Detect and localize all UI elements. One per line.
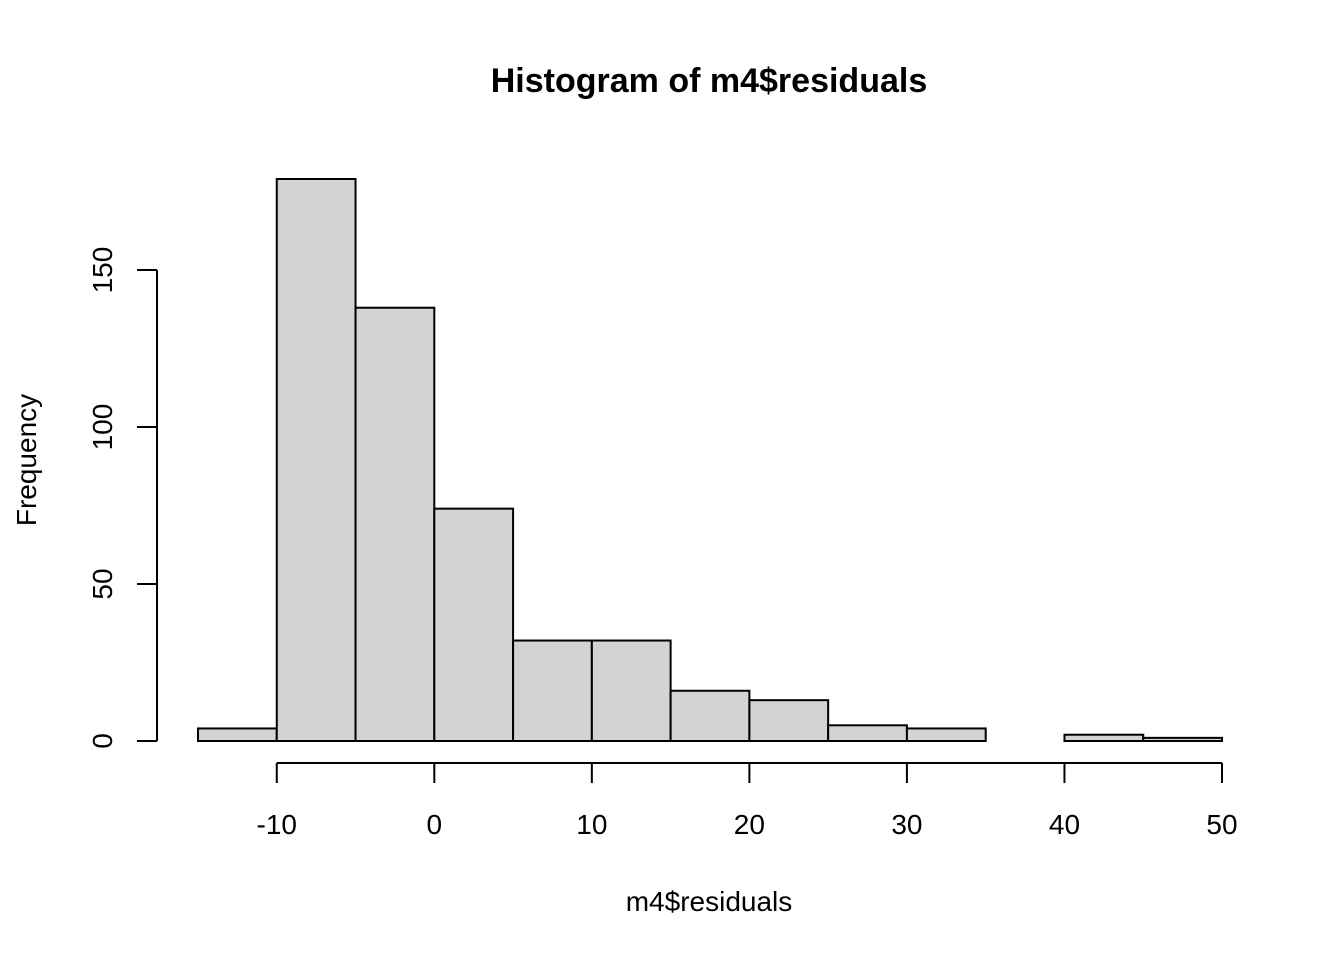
x-tick-label: 20 (734, 809, 765, 840)
histogram-bars (197, 178, 1223, 743)
y-axis: 0 50 100 150 (87, 247, 158, 749)
histogram-bar (354, 306, 436, 742)
histogram-bar (590, 639, 672, 742)
x-tick-label: 10 (576, 809, 607, 840)
x-tick-label: 30 (891, 809, 922, 840)
x-axis-label: m4$residuals (626, 886, 793, 917)
x-tick-label: -10 (257, 809, 297, 840)
x-tick-label: 40 (1049, 809, 1080, 840)
y-tick-label: 100 (87, 404, 118, 451)
x-axis: -10 0 10 20 30 40 50 (257, 762, 1238, 840)
y-axis-label: Frequency (11, 394, 42, 526)
x-tick-label: 50 (1206, 809, 1237, 840)
histogram-bar (827, 724, 908, 743)
histogram-bar (433, 507, 515, 742)
y-tick-label: 0 (87, 733, 118, 749)
histogram-bar (1063, 733, 1145, 742)
histogram-bar (1142, 736, 1223, 743)
x-tick-label: 0 (427, 809, 443, 840)
y-tick-label: 150 (87, 247, 118, 294)
histogram-bar (275, 178, 357, 742)
chart-title: Histogram of m4$residuals (491, 62, 927, 100)
histogram-bar (197, 727, 278, 743)
histogram-bar (905, 727, 987, 743)
y-tick-label: 50 (87, 568, 118, 599)
histogram-bar (748, 699, 830, 743)
histogram-bar (512, 639, 593, 742)
histogram-bar (669, 689, 751, 743)
